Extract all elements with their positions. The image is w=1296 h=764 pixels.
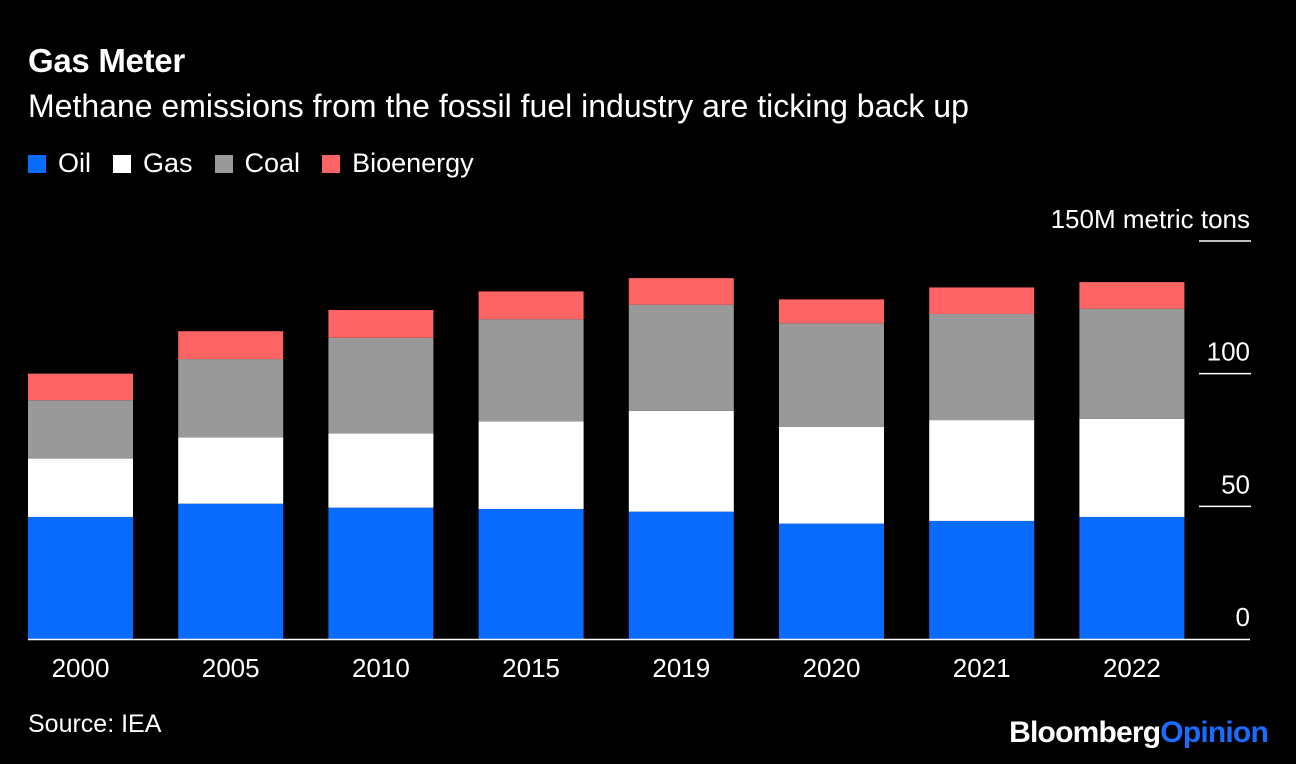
legend-label-bioenergy: Bioenergy: [352, 148, 474, 178]
bar-bioenergy-2021: [929, 287, 1035, 314]
bar-gas-2000: [28, 458, 133, 517]
bar-bioenergy-2005: [178, 331, 284, 360]
bar-oil-2019: [628, 511, 734, 639]
y-tick-label-150: 150M metric tons: [1051, 204, 1250, 234]
x-tick-label-2010: 2010: [352, 653, 410, 683]
x-tick-label-2019: 2019: [652, 653, 710, 683]
x-tick-label-2005: 2005: [202, 653, 260, 683]
bar-oil-2015: [478, 508, 584, 639]
y-tick-label-0: 0: [1236, 602, 1250, 632]
legend-swatch-coal: [214, 154, 233, 173]
bar-oil-2010: [328, 507, 434, 639]
bar-oil-2021: [929, 520, 1035, 639]
bar-gas-2019: [628, 410, 734, 512]
bar-gas-2015: [478, 421, 584, 509]
brand-logo: BloombergOpinion: [1009, 716, 1269, 750]
legend-label-oil: Oil: [58, 148, 91, 178]
bar-bioenergy-2000: [28, 373, 133, 401]
legend-item-coal: Coal: [214, 148, 301, 179]
brand-secondary: Opinion: [1160, 716, 1269, 749]
bar-gas-2020: [779, 426, 884, 524]
legend-label-coal: Coal: [244, 148, 301, 178]
x-tick-label-2020: 2020: [803, 653, 861, 683]
bar-bioenergy-2010: [328, 309, 434, 338]
bar-gas-2010: [328, 433, 434, 508]
bar-oil-2022: [1079, 516, 1185, 639]
x-tick-label-2022: 2022: [1103, 653, 1161, 683]
bar-bioenergy-2020: [779, 299, 884, 324]
bar-oil-2000: [28, 516, 133, 639]
bar-coal-2019: [628, 304, 734, 411]
legend-item-oil: Oil: [28, 148, 91, 179]
y-tick-label-50: 50: [1221, 469, 1250, 499]
bar-gas-2022: [1079, 418, 1185, 517]
x-tick-label-2015: 2015: [502, 653, 560, 683]
bar-oil-2005: [178, 503, 284, 639]
bar-gas-2005: [178, 437, 284, 504]
chart-subtitle: Methane emissions from the fossil fuel i…: [28, 88, 969, 124]
bar-coal-2022: [1079, 308, 1185, 419]
legend-swatch-oil: [28, 154, 46, 173]
bar-bioenergy-2019: [628, 278, 734, 305]
bar-coal-2000: [28, 400, 133, 459]
legend-item-bioenergy: Bioenergy: [322, 148, 474, 179]
bar-oil-2020: [779, 523, 884, 639]
legend: Oil Gas Coal Bioenergy: [28, 148, 496, 179]
x-tick-label-2021: 2021: [953, 653, 1011, 683]
legend-swatch-gas: [113, 154, 131, 173]
legend-label-gas: Gas: [143, 148, 193, 178]
bar-bioenergy-2022: [1079, 282, 1185, 309]
x-tick-label-2000: 2000: [52, 653, 110, 683]
legend-item-gas: Gas: [113, 148, 193, 179]
bar-coal-2021: [929, 313, 1035, 421]
bar-gas-2021: [929, 420, 1035, 521]
bar-coal-2015: [478, 319, 584, 422]
bar-coal-2010: [328, 337, 434, 434]
brand-primary: Bloomberg: [1009, 716, 1161, 749]
bar-bioenergy-2015: [478, 291, 584, 320]
source-note: Source: IEA: [28, 710, 162, 738]
y-tick-label-100: 100: [1207, 337, 1250, 367]
bar-coal-2020: [779, 323, 884, 427]
chart-title: Gas Meter: [28, 42, 185, 79]
legend-swatch-bioenergy: [322, 154, 341, 173]
bar-coal-2005: [178, 359, 284, 438]
